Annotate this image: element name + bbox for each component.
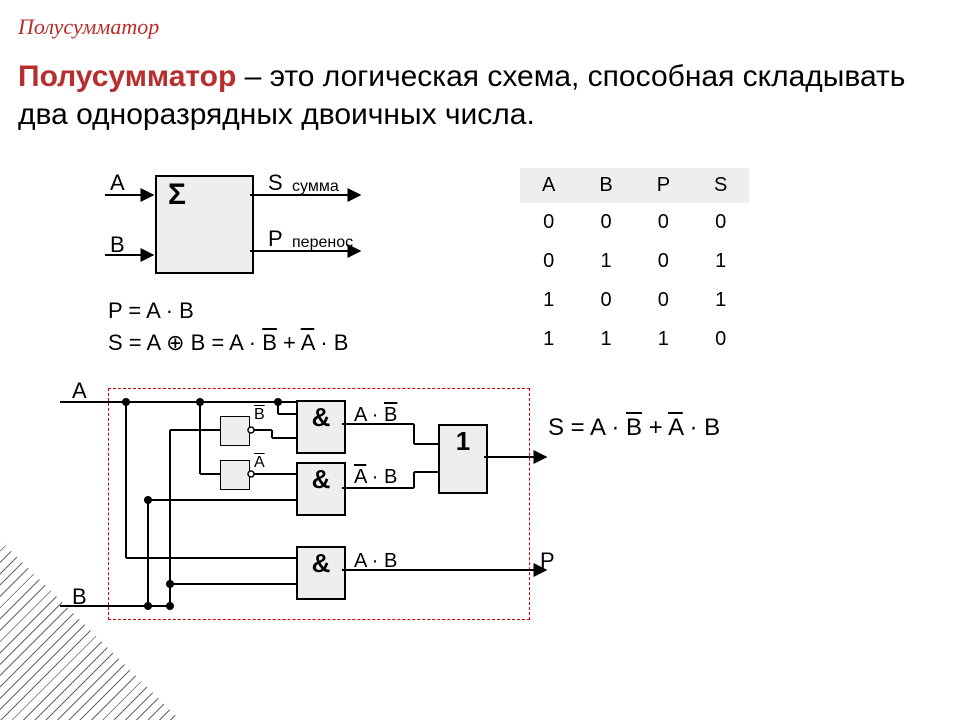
slide: { "title_small": {"text":"Полусумматор",… [0,0,960,720]
circuit-wires [0,0,960,720]
